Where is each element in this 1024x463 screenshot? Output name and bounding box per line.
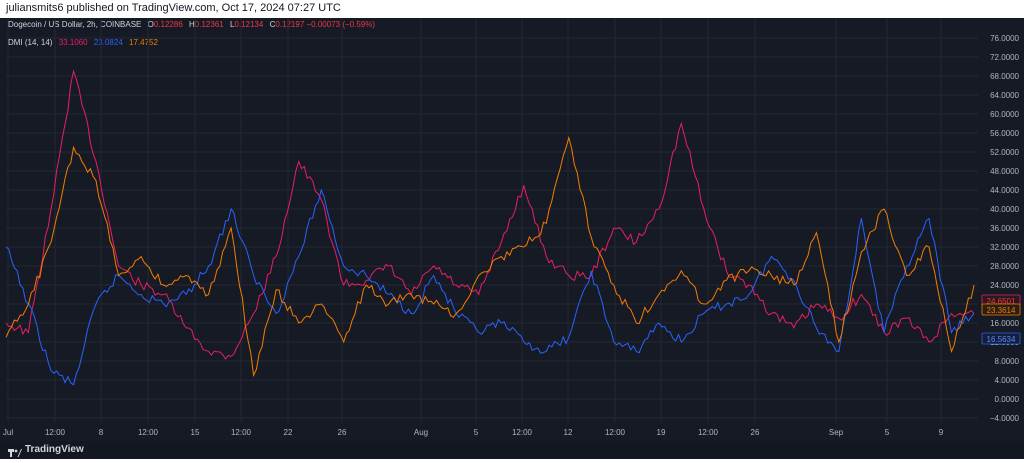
last-value-label: 23.3614	[987, 306, 1016, 315]
dmi-chart[interactable]: 76.0000 72.0000 68.0000 64.0000 60.0000 56.00…	[0, 18, 1024, 441]
x-tick-label: Jul	[3, 428, 13, 437]
indicator-name: DMI (14, 14)	[8, 38, 53, 47]
y-tick-label: 8.0000	[995, 357, 1020, 366]
y-tick-label: 4.0000	[995, 376, 1020, 385]
close-value: 0.12197	[275, 20, 305, 29]
high-label: H	[189, 20, 195, 29]
change-value: −0.00073 (−0.59%)	[306, 20, 376, 29]
plus-di-line	[5, 188, 975, 386]
x-tick-label: 8	[99, 428, 104, 437]
x-tick-label: 12:00	[698, 428, 719, 437]
y-tick-label: 32.0000	[990, 243, 1019, 252]
open-value: 0.12286	[153, 20, 183, 29]
open-label: O	[147, 20, 154, 29]
y-tick-label: 68.0000	[990, 72, 1019, 81]
y-tick-label: 76.0000	[990, 34, 1019, 43]
y-tick-label: 0.0000	[995, 395, 1020, 404]
last-value-badge	[981, 332, 1021, 345]
x-tick-label: 12:00	[512, 428, 533, 437]
y-tick-label: 24.0000	[990, 281, 1019, 290]
symbol-name: Dogecoin / US Dollar, 2h, COINBASE	[8, 20, 142, 29]
y-tick-label: 44.0000	[990, 186, 1019, 195]
symbol-legend: Dogecoin / US Dollar, 2h, COINBASE O0.12…	[8, 20, 375, 29]
x-tick-label: Sep	[829, 428, 844, 437]
y-tick-label: 48.0000	[990, 167, 1019, 176]
low-label: L	[229, 20, 235, 29]
adx-value: 33.1060	[58, 38, 88, 47]
minus-di-line	[5, 135, 975, 378]
last-value-label: 16.5634	[987, 335, 1016, 344]
tradingview-brand[interactable]: TradingView	[8, 444, 84, 457]
low-value: 0.12134	[234, 20, 264, 29]
footer-bar: TradingView	[0, 441, 1024, 459]
x-tick-label: 22	[284, 428, 293, 437]
chart-panel[interactable]: Dogecoin / US Dollar, 2h, COINBASE O0.12…	[0, 18, 1024, 441]
y-tick-label: 28.0000	[990, 262, 1019, 271]
plus-di-value: 23.0824	[93, 38, 123, 47]
y-tick-label: 72.0000	[990, 53, 1019, 62]
x-tick-label: 15	[191, 428, 200, 437]
y-tick-label: −4.0000	[990, 414, 1020, 423]
x-tick-label: 12:00	[231, 428, 252, 437]
brand-name: TradingView	[25, 444, 84, 455]
tradingview-logo-icon	[8, 445, 22, 457]
y-tick-label: 60.0000	[990, 110, 1019, 119]
y-tick-label: 40.0000	[990, 205, 1019, 214]
adx-line	[5, 69, 975, 360]
minus-di-value: 17.4752	[129, 38, 158, 47]
last-value-badge	[981, 303, 1021, 316]
x-tick-label: 26	[338, 428, 347, 437]
x-tick-label: 12	[564, 428, 573, 437]
x-tick-label: 12:00	[138, 428, 159, 437]
y-tick-label: 52.0000	[990, 148, 1019, 157]
y-tick-label: 56.0000	[990, 129, 1019, 138]
x-tick-label: 26	[751, 428, 760, 437]
x-tick-label: Aug	[414, 428, 428, 437]
x-tick-label: 19	[657, 428, 666, 437]
x-tick-label: 5	[885, 428, 890, 437]
y-tick-label: 36.0000	[990, 224, 1019, 233]
x-tick-label: 5	[474, 428, 479, 437]
x-tick-label: 9	[939, 428, 944, 437]
x-tick-label: 12:00	[45, 428, 66, 437]
high-value: 0.12361	[194, 20, 224, 29]
publish-bar: juliansmits6 published on TradingView.co…	[0, 0, 1024, 18]
indicator-legend[interactable]: DMI (14, 14) 33.1060 23.0824 17.4752	[8, 38, 162, 47]
publish-info: juliansmits6 published on TradingView.co…	[6, 2, 341, 14]
x-tick-label: 12:00	[605, 428, 626, 437]
y-tick-label: 16.0000	[990, 319, 1019, 328]
close-label: C	[269, 20, 276, 29]
last-value-label: 24.6501	[987, 297, 1016, 306]
y-tick-label: 64.0000	[990, 91, 1019, 100]
